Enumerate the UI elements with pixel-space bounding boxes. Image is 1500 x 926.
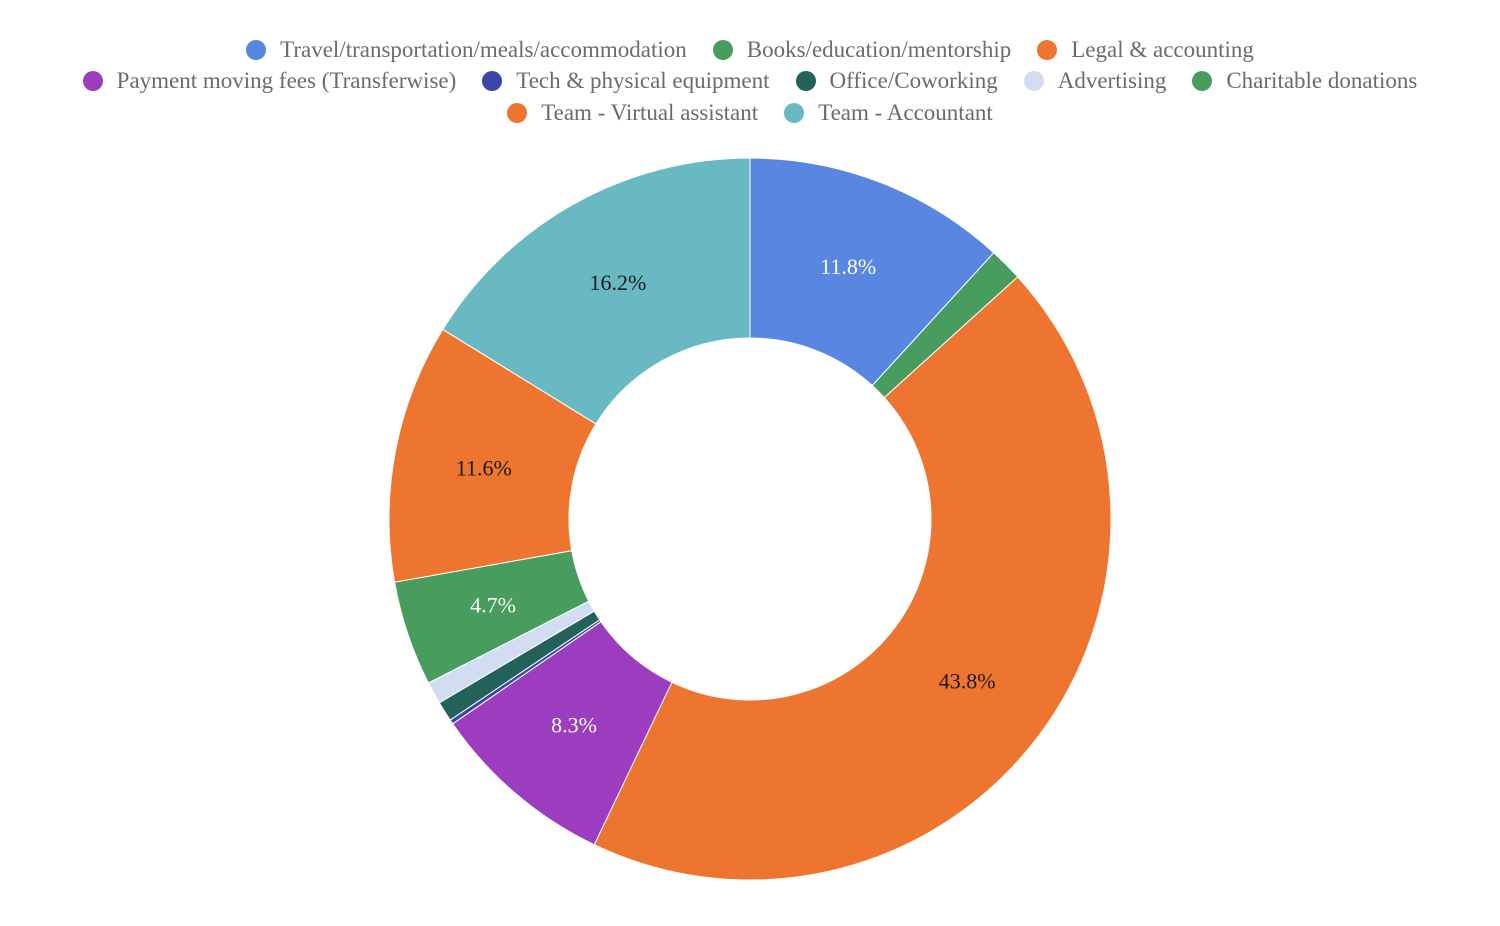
legend-swatch [1192, 71, 1213, 92]
legend-label: Team - Accountant [818, 99, 993, 125]
donut-slice[interactable] [442, 157, 751, 425]
legend-swatch [82, 71, 103, 92]
slice-data-label: 8.3% [551, 713, 597, 738]
slice-data-label: 16.2% [590, 270, 647, 295]
slice-data-label: 43.8% [939, 669, 996, 694]
donut-slice[interactable] [388, 328, 597, 583]
legend-item[interactable]: Team - Virtual assistant [507, 100, 758, 126]
legend-item[interactable]: Books/education/mentorship [712, 36, 1012, 63]
legend-label: Team - Virtual assistant [541, 99, 759, 125]
legend-item[interactable]: Office/Coworking [795, 68, 998, 94]
legend-swatch [784, 102, 805, 123]
donut-slice[interactable] [749, 157, 995, 387]
chart-legend: Travel/transportation/meals/accommodatio… [0, 34, 1500, 129]
legend-swatch [795, 71, 816, 92]
legend-swatch [712, 39, 733, 60]
legend-row: Payment moving fees (Transferwise) Tech &… [0, 66, 1500, 98]
legend-label: Tech & physical equipment [516, 68, 770, 94]
slice-data-label: 11.6% [456, 456, 512, 481]
legend-swatch [507, 102, 528, 123]
legend-item[interactable]: Tech & physical equipment [482, 68, 770, 94]
legend-label: Office/Coworking [829, 68, 998, 94]
slice-data-label: 11.8% [820, 254, 876, 279]
legend-swatch [1023, 71, 1044, 92]
legend-swatch [482, 71, 503, 92]
legend-swatch [246, 39, 267, 60]
legend-item[interactable]: Travel/transportation/meals/accommodatio… [246, 37, 687, 63]
legend-label: Travel/transportation/meals/accommodatio… [280, 36, 687, 62]
slice-data-label: 4.7% [470, 593, 516, 618]
legend-label: Charitable donations [1226, 68, 1418, 94]
legend-label: Legal & accounting [1071, 36, 1254, 62]
legend-label: Advertising [1057, 68, 1167, 94]
legend-item[interactable]: Advertising [1023, 68, 1167, 94]
legend-swatch [1037, 39, 1058, 60]
legend-row: Travel/transportation/meals/accommodatio… [0, 34, 1500, 66]
legend-label: Books/education/mentorship [746, 36, 1012, 62]
legend-item[interactable]: Payment moving fees (Transferwise) [82, 68, 457, 94]
legend-item[interactable]: Charitable donations [1192, 68, 1417, 94]
donut-slice[interactable] [593, 276, 1112, 881]
legend-label: Payment moving fees (Transferwise) [116, 68, 457, 94]
legend-row: Team - Virtual assistant Team - Accountan… [0, 97, 1500, 129]
legend-item[interactable]: Team - Accountant [784, 100, 993, 126]
legend-item[interactable]: Legal & accounting [1037, 37, 1254, 63]
